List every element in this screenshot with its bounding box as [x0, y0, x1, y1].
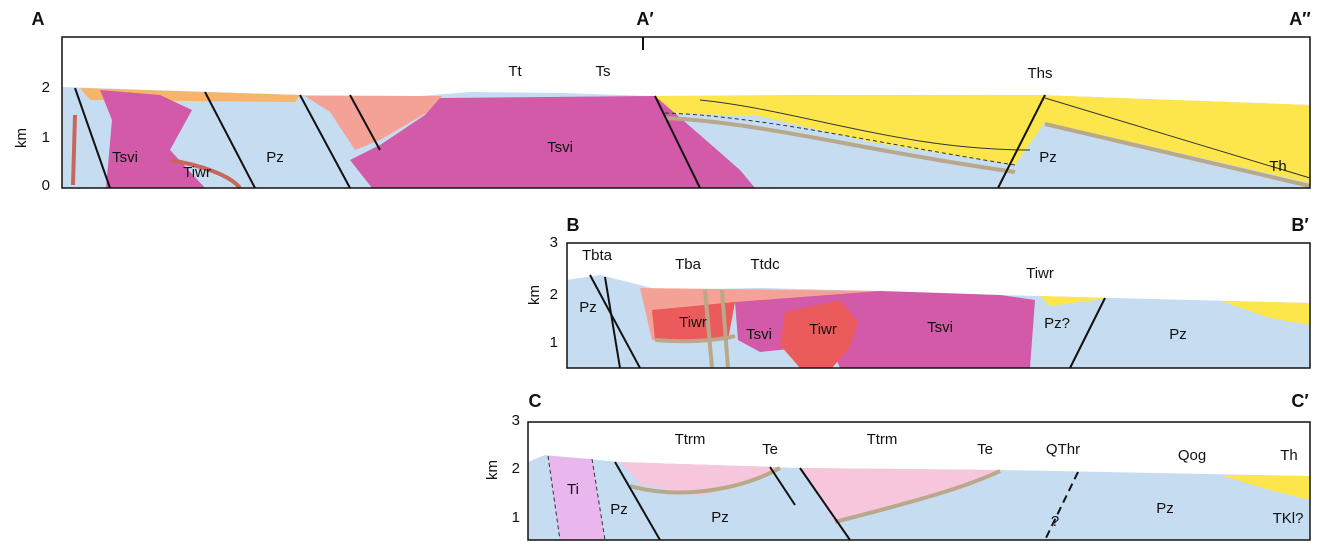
dike	[73, 115, 75, 185]
unit-label: Pz	[266, 149, 284, 166]
unit-label: Tba	[675, 256, 702, 273]
unit-label: Tiwr	[809, 321, 837, 338]
unit-label: Ttrm	[675, 431, 706, 448]
axis-title: km	[526, 285, 543, 305]
unit-label: Pz	[1169, 326, 1187, 343]
section-label: C	[529, 391, 542, 411]
unit-label: TKl?	[1273, 510, 1304, 527]
unit-label: Pz	[579, 299, 597, 316]
section-label: C′	[1291, 391, 1308, 411]
unit-label: Ti	[567, 481, 579, 498]
unit-label: ?	[1051, 513, 1059, 530]
tick-label: 0	[42, 177, 50, 194]
unit-label: Te	[977, 441, 993, 458]
unit-label: Pz	[1156, 500, 1174, 517]
unit-label: Tsvi	[746, 326, 772, 343]
tick-label: 1	[550, 334, 558, 351]
unit-label: Tsvi	[547, 139, 573, 156]
section-label: A	[32, 9, 45, 29]
axis-title: km	[13, 128, 30, 148]
section-b: B B′ km 3 2 1 Tbta Tba Ttdc Tiwr Pz Tiwr…	[526, 215, 1310, 368]
unit-label: Pz	[711, 509, 729, 526]
unit-label: Ts	[596, 63, 611, 80]
section-label: A″	[1289, 9, 1311, 29]
unit-label: Ths	[1027, 65, 1052, 82]
unit-label: Tt	[508, 63, 522, 80]
unit-label: QThr	[1046, 441, 1080, 458]
tick-label: 2	[512, 460, 520, 477]
tick-label: 1	[42, 129, 50, 146]
unit-label: Tsvi	[927, 319, 953, 336]
tick-label: 3	[512, 412, 520, 429]
unit-label: Tbta	[582, 247, 613, 264]
section-c: C C′ km 3 2 1 Ti Pz Ttrm Te Pz Ttrm Te Q…	[484, 391, 1310, 540]
section-label: B′	[1291, 215, 1308, 235]
section-a: A A′ A″ km 2 1 0 Tsvi Tiwr Pz Tt Ts Tsvi…	[13, 9, 1311, 194]
unit-label: Tiwr	[1026, 265, 1054, 282]
tick-label: 2	[550, 286, 558, 303]
unit-label: Pz	[1039, 149, 1057, 166]
section-label: B	[567, 215, 580, 235]
tick-label: 1	[512, 509, 520, 526]
unit-label: Qog	[1178, 447, 1206, 464]
cross-sections: A A′ A″ km 2 1 0 Tsvi Tiwr Pz Tt Ts Tsvi…	[0, 0, 1335, 543]
unit-label: Tiwr	[183, 164, 211, 181]
unit-label: Te	[762, 441, 778, 458]
unit-label: Th	[1280, 447, 1298, 464]
unit-label: Tsvi	[112, 149, 138, 166]
unit-label: Ttdc	[750, 256, 780, 273]
section-label: A′	[636, 9, 653, 29]
tick-label: 2	[42, 79, 50, 96]
unit-label: Ttrm	[867, 431, 898, 448]
axis-title: km	[484, 460, 501, 480]
unit-label: Pz?	[1044, 315, 1070, 332]
unit-label: Pz	[610, 501, 628, 518]
unit-label: Th	[1269, 158, 1287, 175]
tick-label: 3	[550, 234, 558, 251]
unit-label: Tiwr	[679, 314, 707, 331]
